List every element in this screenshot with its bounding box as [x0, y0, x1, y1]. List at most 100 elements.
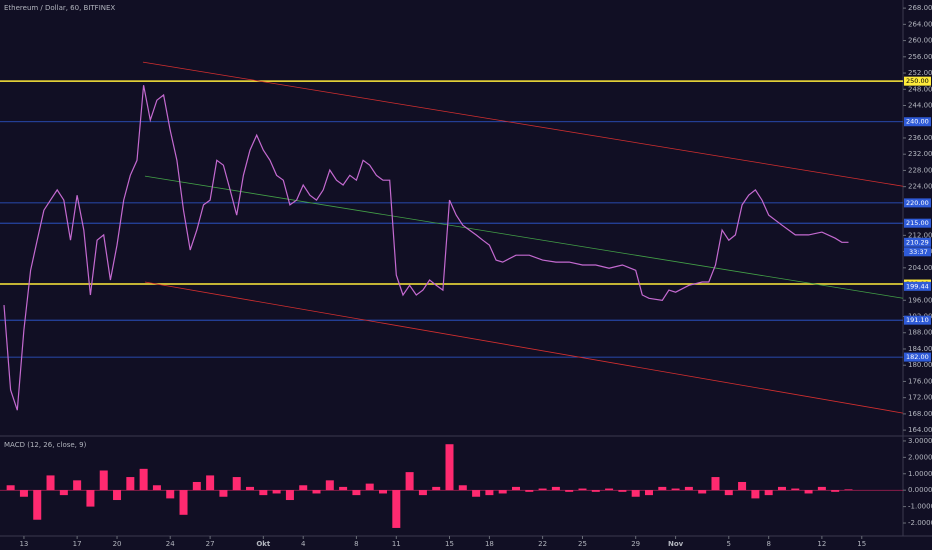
price-label-bg: [904, 218, 931, 228]
macd-bar: [458, 485, 467, 491]
y-tick-label: 188.00: [908, 329, 932, 337]
macd-bar: [658, 486, 667, 491]
x-tick-label: 25: [578, 540, 587, 548]
macd-bar: [445, 444, 454, 491]
macd-bar: [724, 490, 733, 496]
macd-bar: [285, 490, 294, 501]
x-tick-label: 4: [301, 540, 306, 548]
macd-bar: [232, 477, 241, 491]
macd-bar: [59, 490, 68, 496]
price-label: 210.29: [906, 238, 929, 246]
macd-bar: [498, 490, 507, 494]
x-tick-label: 17: [73, 540, 82, 548]
price-line: [3, 85, 849, 411]
price-label-bg: [904, 76, 931, 86]
price-label: 199.44: [906, 282, 929, 290]
x-tick-label: 22: [538, 540, 547, 548]
macd-bar: [605, 488, 614, 491]
macd-bar: [365, 483, 374, 491]
x-tick-label: 12: [817, 540, 826, 548]
y-tick-label: 256.00: [908, 53, 932, 61]
y-tick-label: 264.00: [908, 20, 932, 28]
macd-bar: [99, 470, 108, 491]
y-tick-label: 212.00: [908, 231, 932, 239]
price-label: 191.10: [906, 316, 929, 324]
macd-bar: [738, 481, 747, 491]
macd-bar: [405, 472, 414, 491]
y-tick-label: 172.00: [908, 394, 932, 402]
y2-tick-label: -1.0000: [908, 503, 932, 511]
macd-bar: [512, 486, 520, 491]
macd-bar: [325, 480, 334, 491]
macd-bar: [684, 486, 693, 491]
macd-bar: [219, 490, 228, 497]
y-tick-label: 260.00: [908, 37, 932, 45]
price-label-bg: [904, 352, 931, 362]
y-tick-label: 204.00: [908, 264, 932, 272]
macd-bar: [33, 490, 42, 520]
macd-bar: [272, 490, 281, 494]
y2-tick-label: 2.0000: [908, 453, 932, 461]
macd-bar: [166, 490, 175, 499]
price-label: 250.00: [906, 77, 929, 85]
macd-bar: [817, 486, 826, 491]
x-tick-label: 15: [857, 540, 866, 548]
y-tick-label: 168.00: [908, 410, 932, 418]
macd-bar: [392, 490, 401, 528]
x-tick-label: 8: [354, 540, 358, 548]
y-tick-label: 236.00: [908, 134, 932, 142]
macd-bar: [206, 475, 215, 491]
y-tick-label: 232.00: [908, 150, 932, 158]
x-tick-label: 27: [206, 540, 215, 548]
macd-bar: [6, 485, 15, 491]
macd-bar: [751, 490, 760, 499]
y2-tick-label: 1.0000: [908, 470, 932, 478]
macd-bar: [618, 490, 627, 492]
macd-bar: [472, 490, 481, 497]
price-label: 182.00: [906, 353, 929, 361]
y-tick-label: 180.00: [908, 361, 932, 369]
macd-bar: [578, 488, 587, 491]
y-tick-label: 176.00: [908, 377, 932, 385]
macd-bar: [312, 490, 321, 494]
macd-bar: [152, 485, 161, 491]
price-label-bg: [904, 315, 931, 325]
chart-title: Ethereum / Dollar, 60, BITFINEX: [4, 4, 115, 12]
macd-bar: [352, 490, 361, 496]
trend-line: [144, 281, 904, 414]
macd-bar: [631, 490, 640, 497]
x-tick-label: 15: [445, 540, 454, 548]
macd-bar: [379, 490, 388, 494]
macd-title: MACD (12, 26, close, 9): [4, 441, 87, 449]
price-label: 215.00: [906, 219, 929, 227]
macd-bar: [698, 490, 707, 494]
macd-bar: [19, 490, 28, 497]
macd-bar: [259, 490, 268, 496]
y-tick-label: 164.00: [908, 426, 932, 434]
macd-bar: [538, 488, 547, 491]
price-label: 240.00: [906, 118, 929, 126]
macd-bar: [339, 486, 348, 491]
y-tick-label: 268.00: [908, 4, 932, 12]
macd-bar: [73, 480, 82, 491]
macd-bar: [804, 490, 813, 494]
macd-bar: [525, 490, 534, 492]
x-tick-label: 8: [766, 540, 770, 548]
macd-bar: [179, 490, 188, 515]
price-label: 220.00: [906, 199, 929, 207]
macd-bar: [46, 475, 55, 491]
macd-bar: [844, 489, 853, 491]
price-label-bg: [904, 198, 931, 208]
macd-bar: [565, 490, 574, 492]
macd-bar: [644, 490, 653, 496]
y-tick-label: 196.00: [908, 296, 932, 304]
price-label-bg: [904, 237, 931, 247]
macd-bar: [139, 468, 148, 491]
macd-bar: [764, 490, 773, 496]
macd-bar: [831, 490, 840, 492]
x-tick-label: 20: [113, 540, 122, 548]
x-tick-label: Okt: [256, 540, 271, 548]
x-tick-label: Nov: [668, 540, 684, 548]
